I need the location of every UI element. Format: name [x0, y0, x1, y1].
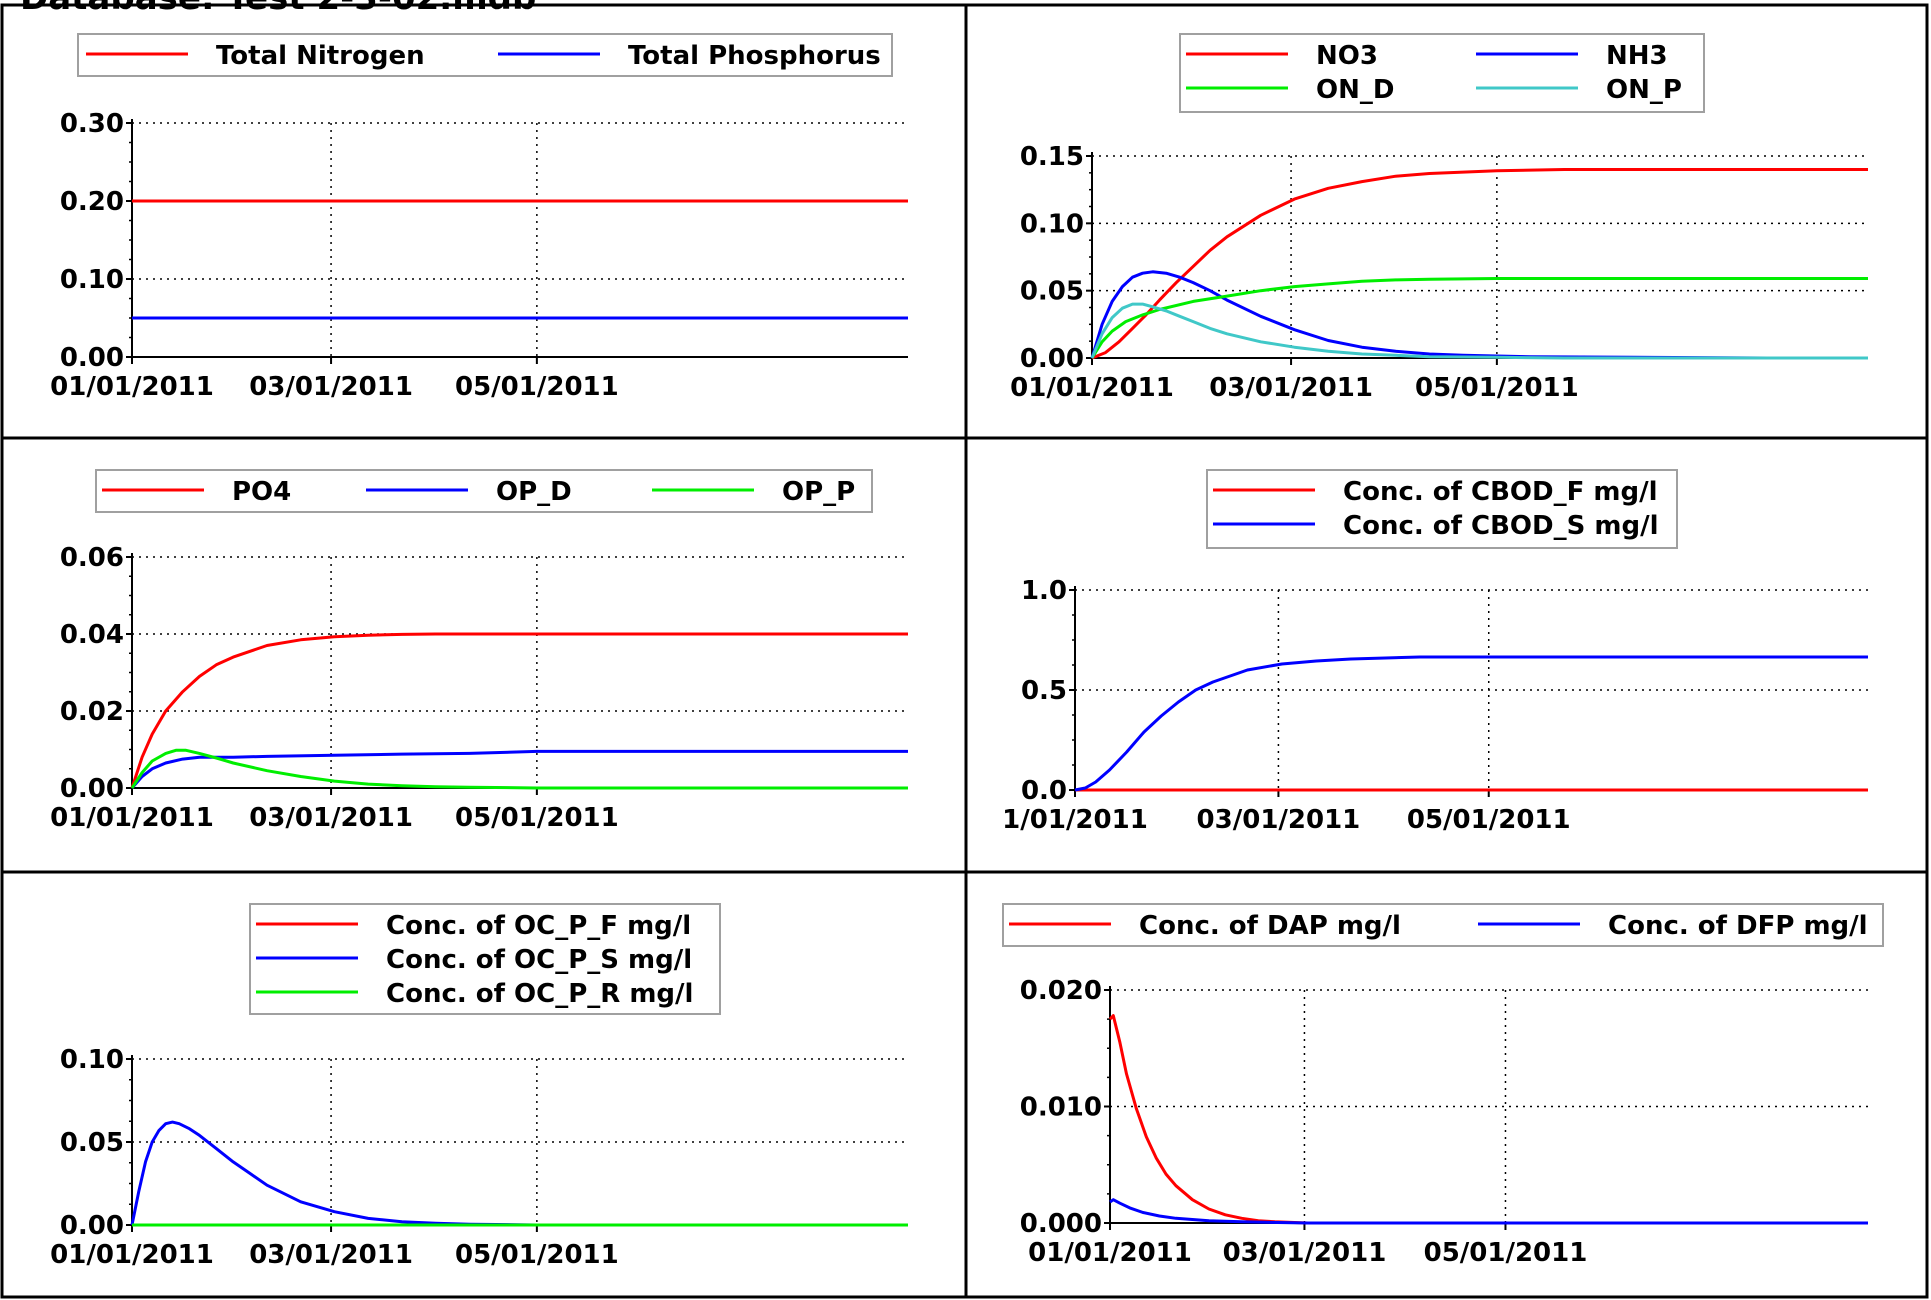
legend-entry: OP_P [782, 477, 855, 507]
legend-entry: Conc. of DFP mg/l [1608, 911, 1868, 941]
legend: Conc. of CBOD_F mg/l Conc. of CBOD_S mg/l [1206, 469, 1678, 549]
y-tick-label: 0.020 [1020, 976, 1102, 1006]
y-tick-label: 0.000 [1020, 1209, 1102, 1239]
y-tick-label: 0.010 [1020, 1093, 1102, 1123]
series-line-1 [1108, 1014, 1868, 1225]
x-tick-label: 03/01/2011 [1197, 805, 1361, 835]
y-tick-label: 0.20 [60, 187, 124, 217]
legend: Conc. of DAP mg/l Conc. of DFP mg/l [1002, 903, 1884, 947]
series-line-1 [130, 632, 908, 789]
legend-box [1179, 33, 1705, 113]
y-tick-label: 0.00 [60, 343, 124, 373]
chart-1: 0.00 0.10 0.20 0.30 01/01/2011 03/01/2011 05/0… [50, 33, 908, 402]
series-line-2 [1074, 655, 1868, 792]
legend: Conc. of OC_P_F mg/l Conc. of OC_P_S mg/l… [249, 903, 721, 1015]
series-line-2 [1090, 270, 1868, 360]
legend-entry: Conc. of DAP mg/l [1139, 911, 1401, 941]
x-tick-label: 03/01/2011 [1223, 1238, 1387, 1268]
legend-entry: ON_P [1606, 75, 1682, 105]
y-tick-label: 0.15 [1020, 142, 1084, 172]
y-tick-label: 0.02 [60, 697, 124, 727]
chart-3: 0.00 0.02 0.04 0.06 01/01/2011 03/01/2011 05/0… [50, 469, 908, 833]
series-line-2 [1109, 1198, 1868, 1225]
series-line-3 [130, 748, 908, 790]
legend-entry: Conc. of CBOD_F mg/l [1343, 477, 1658, 507]
legend-entry: OP_D [496, 477, 572, 507]
chart-5: 0.00 0.05 0.10 01/01/2011 03/01/2011 05/01/20… [50, 903, 908, 1270]
y-tick-label: 0.10 [60, 265, 124, 295]
legend-box [1206, 469, 1678, 549]
y-tick-label: 0.10 [60, 1045, 124, 1075]
charts-layer: 0.00 0.10 0.20 0.30 01/01/2011 03/01/2011 05/0… [50, 33, 1884, 1270]
x-tick-label: 03/01/2011 [249, 1240, 413, 1270]
x-tick-label: 05/01/2011 [455, 803, 619, 833]
x-tick-label: 03/01/2011 [249, 372, 413, 402]
legend-entry: Conc. of OC_P_F mg/l [386, 911, 691, 941]
y-tick-label: 0.05 [60, 1128, 124, 1158]
chart-2: 0.00 0.05 0.10 0.15 01/01/2011 03/01/2011 05/0… [1010, 33, 1868, 403]
legend: PO4 OP_D OP_P [95, 469, 873, 513]
series-line-2 [130, 1120, 908, 1227]
chart-6: 0.000 0.010 0.020 01/01/2011 03/01/2011 05/01… [1002, 903, 1884, 1268]
y-tick-label: 0.10 [1020, 209, 1084, 239]
legend-entry: Total Phosphorus [628, 41, 881, 71]
legend-entry: PO4 [232, 477, 291, 507]
series-line-1 [1091, 168, 1868, 360]
legend-box [1002, 903, 1884, 947]
x-tick-label: 03/01/2011 [249, 803, 413, 833]
legend-entry: NO3 [1316, 41, 1378, 71]
y-tick-label: 0.0 [1021, 776, 1067, 806]
legend-entry: Total Nitrogen [216, 41, 425, 71]
x-tick-label: 1/01/2011 [1002, 805, 1148, 835]
legend-entry: Conc. of CBOD_S mg/l [1343, 511, 1659, 541]
y-tick-label: 0.05 [1020, 277, 1084, 307]
x-tick-label: 05/01/2011 [455, 372, 619, 402]
series-line-4 [1090, 302, 1868, 360]
x-tick-label: 05/01/2011 [1424, 1238, 1588, 1268]
x-tick-label: 01/01/2011 [50, 803, 214, 833]
x-tick-label: 01/01/2011 [50, 372, 214, 402]
legend-entry: Conc. of OC_P_S mg/l [386, 945, 692, 975]
legend-entry: Conc. of OC_P_R mg/l [386, 979, 693, 1009]
x-tick-label: 05/01/2011 [1407, 805, 1571, 835]
legend-entry: ON_D [1316, 75, 1394, 105]
legend: Total Nitrogen Total Phosphorus [77, 33, 893, 77]
y-tick-label: 1.0 [1021, 576, 1067, 606]
y-tick-label: 0.30 [60, 109, 124, 139]
panel-borders [0, 3, 1929, 1299]
y-tick-label: 0.04 [60, 620, 124, 650]
y-tick-label: 0.00 [1020, 344, 1084, 374]
legend-box [95, 469, 873, 513]
y-tick-label: 0.5 [1021, 676, 1067, 706]
series-line-2 [130, 749, 908, 789]
y-tick-label: 0.06 [60, 543, 124, 573]
chart-4: 0.0 0.5 1.0 1/01/2011 03/01/2011 05/01/2011 Co… [1002, 469, 1868, 835]
x-tick-label: 01/01/2011 [50, 1240, 214, 1270]
series-line-3 [1090, 277, 1868, 359]
y-tick-label: 0.00 [60, 774, 124, 804]
x-tick-label: 01/01/2011 [1028, 1238, 1192, 1268]
x-tick-label: 03/01/2011 [1209, 373, 1373, 403]
legend: NO3 NH3 ON_D ON_P [1179, 33, 1705, 113]
y-tick-label: 0.00 [60, 1211, 124, 1241]
legend-box [77, 33, 893, 77]
x-tick-label: 05/01/2011 [455, 1240, 619, 1270]
x-tick-label: 05/01/2011 [1415, 373, 1579, 403]
x-tick-label: 01/01/2011 [1010, 373, 1174, 403]
legend-entry: NH3 [1606, 41, 1668, 71]
